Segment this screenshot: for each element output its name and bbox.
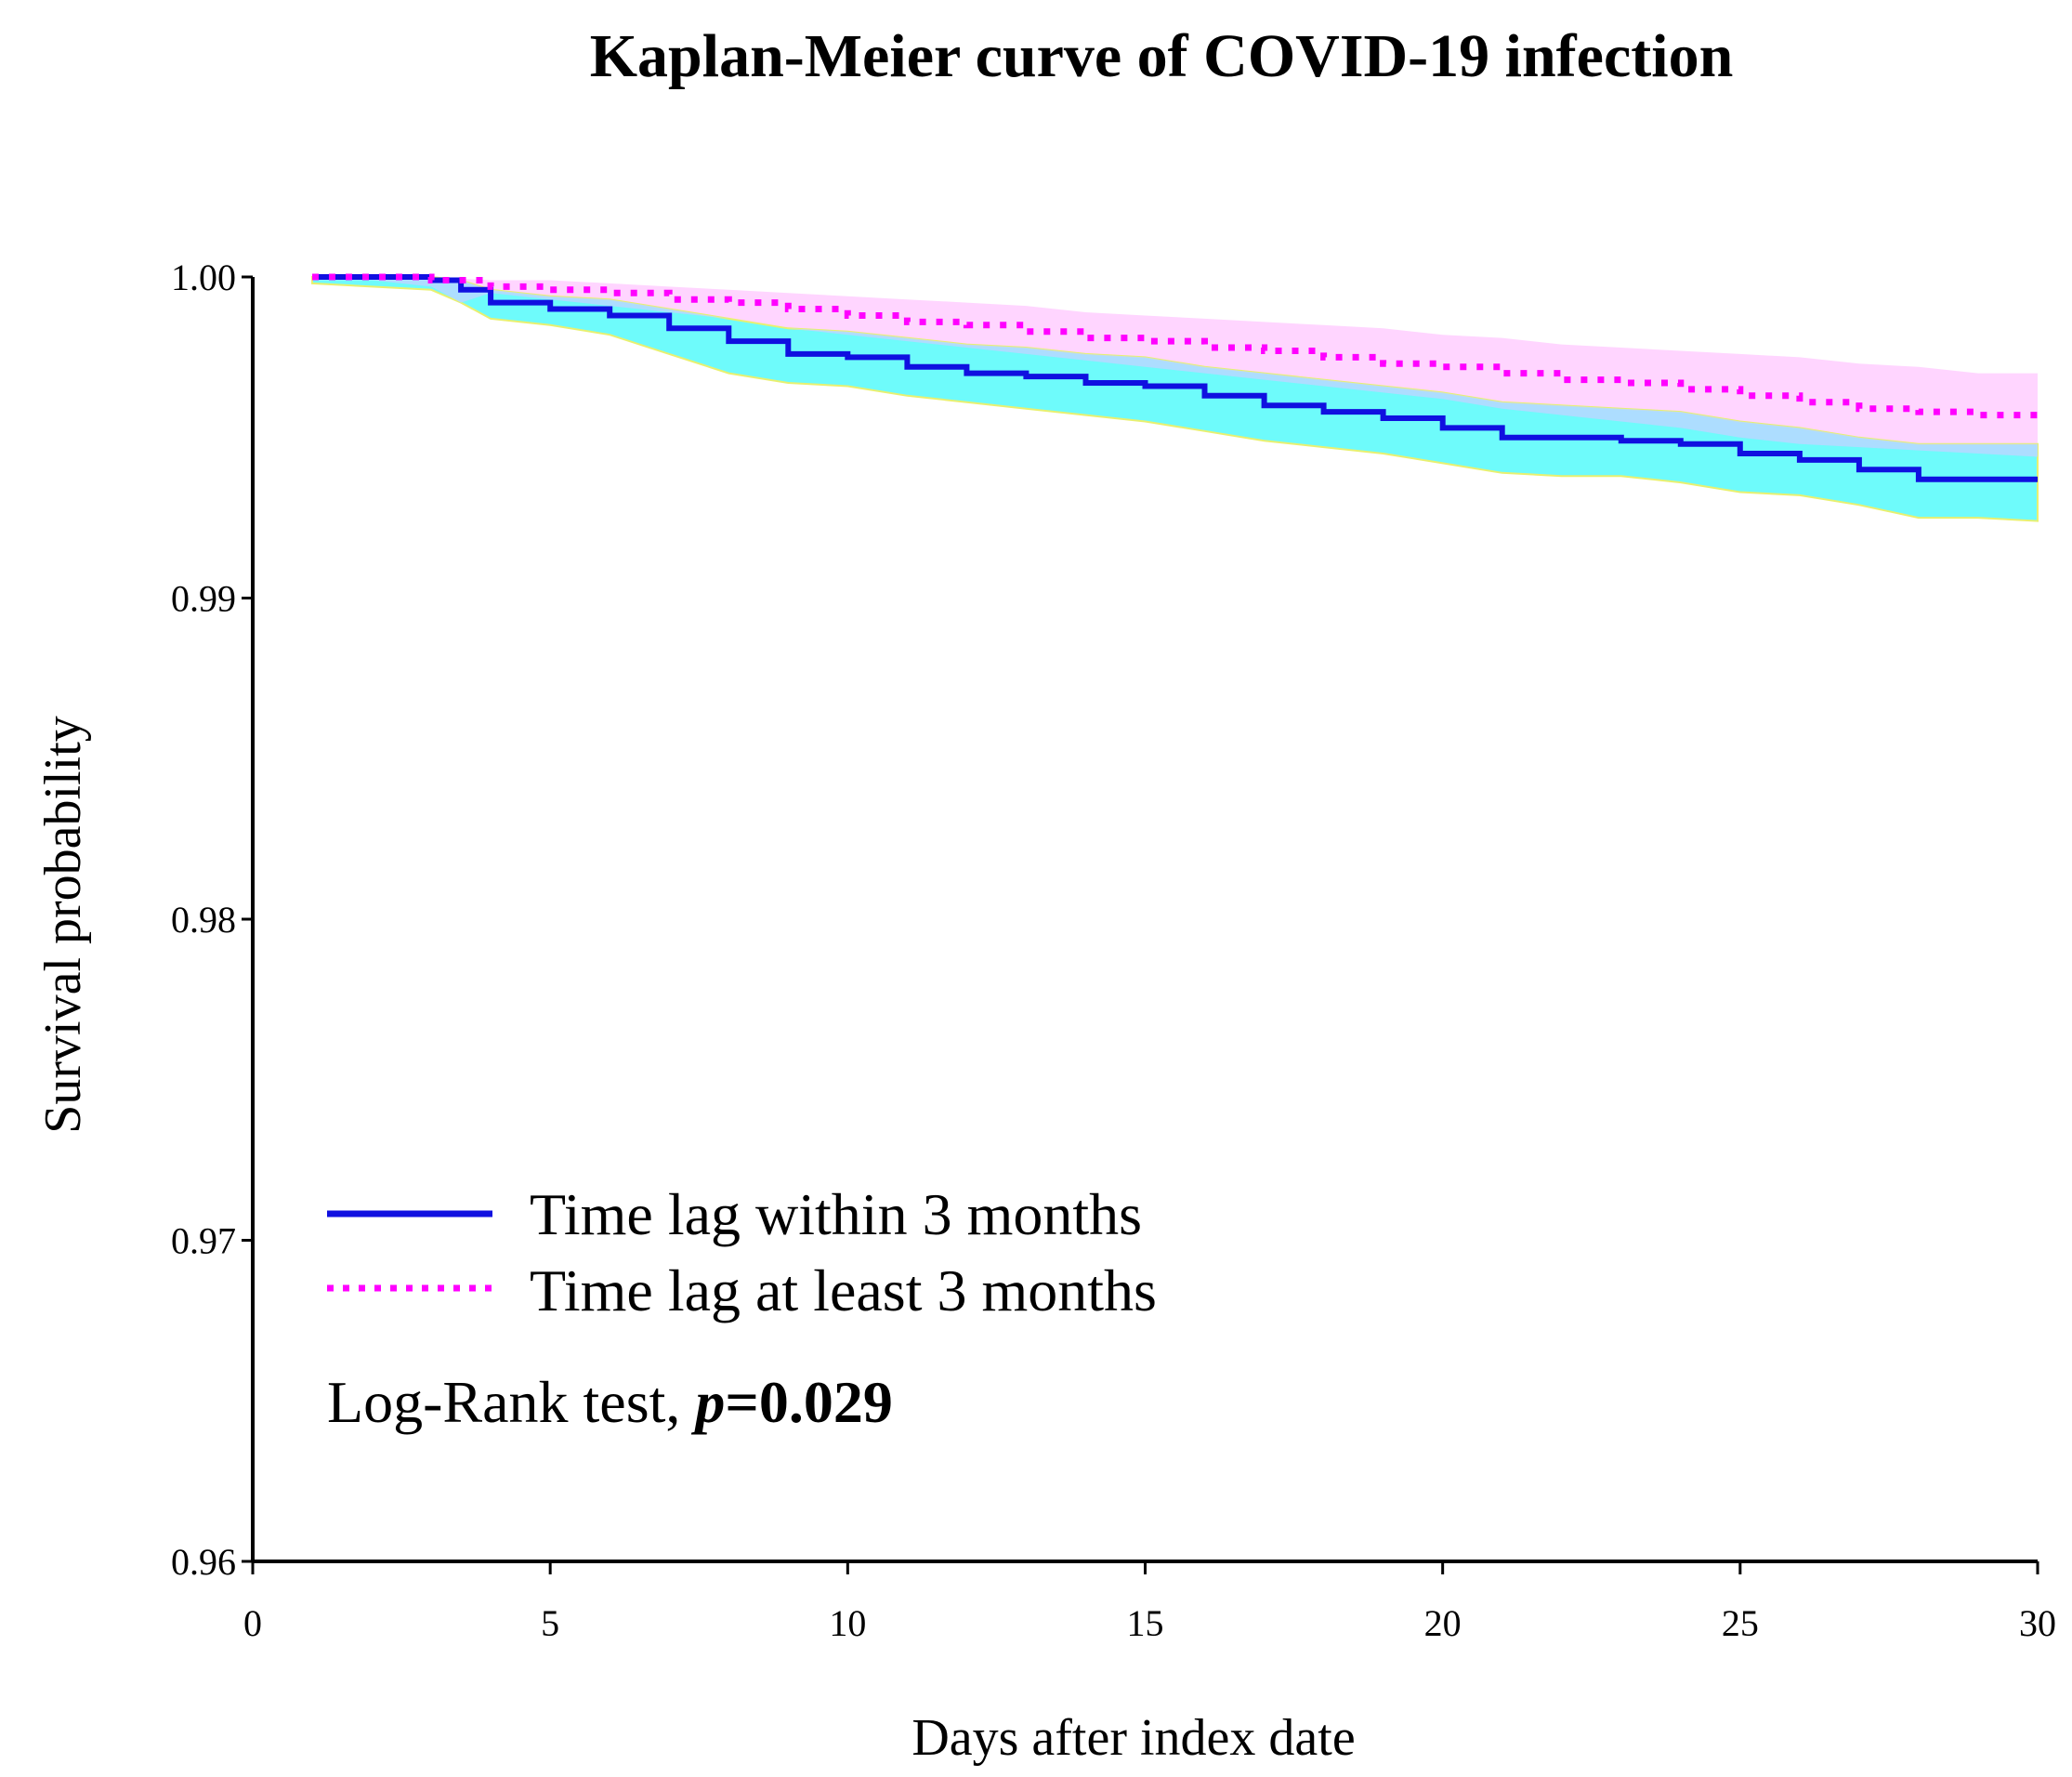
p-value: =0.029: [725, 1369, 892, 1435]
legend-label-within-3-months: Time lag within 3 months: [530, 1181, 1142, 1247]
y-tick-label: 0.96: [171, 1541, 236, 1583]
x-ticks: 0 5 10 15 20 25 30: [243, 1561, 2056, 1644]
y-ticks: 0.96 0.97 0.98 0.99 1.00: [171, 257, 253, 1583]
x-tick-label: 10: [829, 1602, 866, 1644]
x-tick-label: 0: [243, 1602, 262, 1644]
y-tick-label: 0.99: [171, 578, 236, 620]
survival-curve-at-least-3-months: [312, 273, 2038, 419]
x-tick-label: 5: [541, 1602, 559, 1644]
p-symbol: p: [690, 1369, 725, 1435]
x-tick-label: 25: [1722, 1602, 1759, 1644]
y-tick-label: 0.97: [171, 1220, 236, 1262]
y-tick-label: 0.98: [171, 899, 236, 941]
x-axis-title: Days after index date: [911, 1709, 1355, 1767]
ci-band-overlap: [312, 277, 2038, 457]
log-rank-prefix: Log-Rank test,: [327, 1369, 695, 1435]
x-tick-label: 20: [1424, 1602, 1462, 1644]
log-rank-annotation: Log-Rank test, p=0.029: [327, 1369, 893, 1435]
survival-curves: [312, 273, 2038, 482]
y-axis-title: Survival probability: [34, 716, 92, 1134]
ci-bands: [311, 276, 2039, 522]
x-tick-label: 30: [2019, 1602, 2056, 1644]
legend-label-at-least-3-months: Time lag at least 3 months: [530, 1257, 1157, 1323]
legend: Time lag within 3 months Time lag at lea…: [327, 1181, 1157, 1323]
survival-curve-within-3-months: [312, 274, 2038, 482]
ci-band-within-3-months: [311, 276, 2039, 522]
y-tick-label: 1.00: [171, 257, 236, 298]
chart-title: Kaplan-Meier curve of COVID-19 infection: [590, 22, 1734, 90]
x-tick-label: 15: [1127, 1602, 1164, 1644]
